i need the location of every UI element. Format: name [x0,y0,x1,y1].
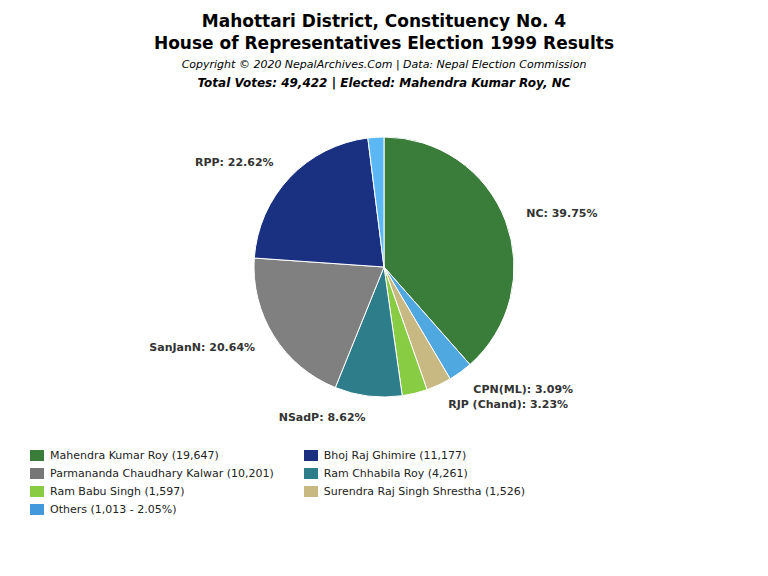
svg-text:NSadP: 8.62%: NSadP: 8.62% [279,411,366,424]
html-text:Mahendra Kumar Roy (19,647): Mahendra Kumar Roy (19,647) [50,448,219,462]
svg-text:SanJanN: 20.64%: SanJanN: 20.64% [149,341,255,354]
html-text:Ram Chhabila Roy (4,261): Ram Chhabila Roy (4,261) [323,466,468,480]
html-text:Surendra Raj Singh Shrestha (1: Surendra Raj Singh Shrestha (1,526) [323,484,525,498]
html-text:Copyright © 2020 NepalArchives: Copyright © 2020 NepalArchives.Com | Dat… [181,58,587,71]
svg-text:RPP: 22.62%: RPP: 22.62% [195,156,274,169]
svg-text:CPN(ML): 3.09%: CPN(ML): 3.09% [473,383,573,396]
html-text:Parmananda Chaudhary Kalwar (1: Parmananda Chaudhary Kalwar (10,201) [50,466,274,480]
html-text:Total Votes: 49,422 | Elected:: Total Votes: 49,422 | Elected: Mahendra … [197,76,571,90]
html-text:House of Representatives Elect: House of Representatives Election 1999 R… [154,33,614,53]
html-text:Bhoj Raj Ghimire (11,177): Bhoj Raj Ghimire (11,177) [323,448,467,462]
html-text:Mahottari District, Constituen: Mahottari District, Constituency No. 4 [201,11,567,31]
svg-text:RJP (Chand): 3.23%: RJP (Chand): 3.23% [448,398,568,411]
html-text:Ram Babu Singh (1,597): Ram Babu Singh (1,597) [50,484,185,498]
svg-text:NC: 39.75%: NC: 39.75% [526,207,597,220]
html-text:Others (1,013 - 2.05%): Others (1,013 - 2.05%) [50,502,177,516]
